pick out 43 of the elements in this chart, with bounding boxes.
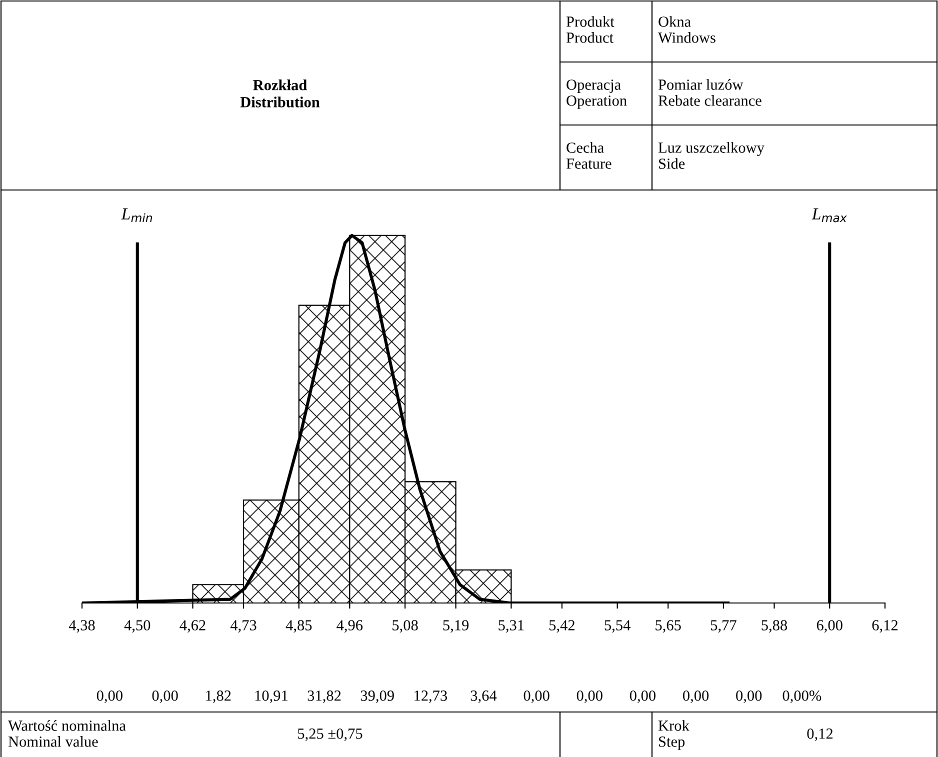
ref-line-label: L$_{max}$: [812, 208, 847, 222]
text: Okna Windows: [658, 16, 716, 43]
x-tick-label: 5,88: [762, 620, 788, 633]
x-tick-label: 5,08: [392, 620, 418, 633]
x-tick-label: 5,42: [549, 620, 574, 633]
text: 31,82: [308, 690, 341, 704]
text: 3,64: [470, 690, 497, 704]
x-tick-label: 4,50: [124, 620, 150, 633]
text: 12,73: [414, 690, 448, 704]
x-tick-label: 5,54: [604, 620, 630, 633]
text: 10,91: [255, 690, 288, 704]
x-tick-label: 4,38: [68, 620, 95, 633]
text: Pomiar luzów Rebate clearance: [658, 79, 762, 106]
x-tick-label: 6,12: [872, 620, 898, 633]
x-tick-label: 4,73: [230, 620, 256, 633]
text: Produkt Product: [566, 16, 614, 43]
x-tick-label: 4,62: [180, 620, 206, 633]
text: Wartość nominalna Nominal value: [8, 720, 126, 747]
text: Operacja Operation: [566, 80, 627, 109]
text: Luz uszczelkowy Side: [658, 142, 764, 169]
text: 0,00: [683, 690, 709, 704]
x-tick-label: 5,19: [443, 620, 469, 633]
x-tick-label: 5,77: [710, 620, 736, 633]
text: 0,12: [807, 728, 833, 742]
text: 0,00: [96, 690, 122, 704]
chart-title: Rozkład Distribution: [240, 80, 320, 108]
x-tick-label: 6,00: [816, 620, 842, 633]
text: 0,00%: [782, 690, 822, 704]
text: 39,09: [360, 690, 394, 704]
x-tick-label: 5,31: [498, 620, 524, 633]
text: 0,00: [736, 690, 762, 704]
text: 0,00: [152, 690, 178, 704]
x-tick-label: 4,85: [286, 620, 312, 633]
text: Krok Step: [658, 720, 690, 750]
text: 1,82: [206, 690, 231, 704]
text: Cecha Feature: [566, 142, 612, 169]
text: 5,25 ±0,75: [298, 728, 362, 742]
text: 0,00: [630, 690, 656, 704]
text: 0,00: [524, 690, 550, 704]
text: 0,00: [576, 690, 602, 704]
ref-line-label: L$_{min}$: [121, 208, 152, 222]
x-tick-label: 4,96: [336, 620, 363, 633]
x-tick-label: 5,65: [656, 620, 681, 633]
